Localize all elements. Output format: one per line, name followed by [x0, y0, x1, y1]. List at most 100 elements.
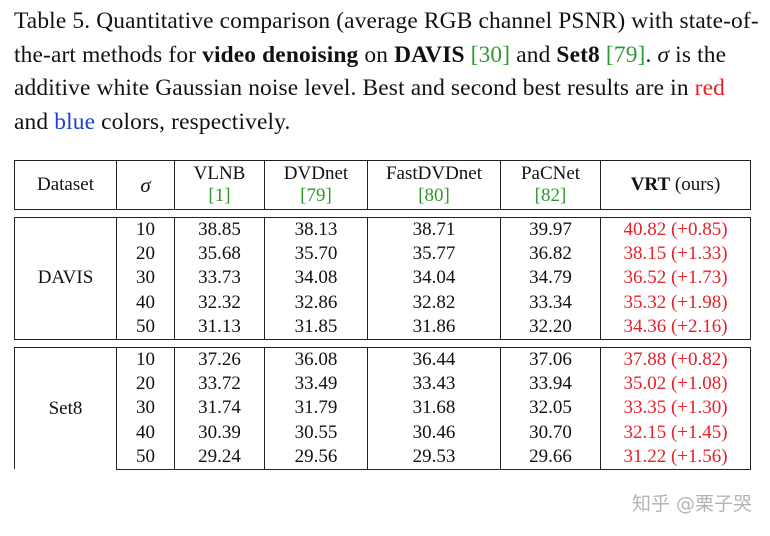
citation-link[interactable]: [79]: [605, 41, 646, 68]
vrt-psnr-cell: 36.52 (+1.73): [600, 266, 751, 291]
psnr-cell: 34.04: [367, 266, 501, 291]
vrt-psnr-cell: 38.15 (+1.33): [600, 242, 751, 267]
watermark: 知乎 @栗子哭: [631, 493, 752, 515]
psnr-cell: 35.77: [367, 242, 501, 267]
psnr-cell: 39.97: [500, 217, 601, 243]
citation-link[interactable]: [82]: [534, 185, 567, 206]
vrt-psnr-cell: 31.22 (+1.56): [600, 444, 751, 470]
table-row: 20 33.72 33.49 33.43 33.94 35.02 (+1.08): [15, 372, 751, 397]
sigma-cell: 20: [116, 242, 175, 267]
psnr-cell: 33.73: [174, 266, 265, 291]
caption-text: and: [510, 41, 557, 68]
header-sigma: σ: [116, 160, 175, 210]
psnr-cell: 32.82: [367, 290, 501, 315]
table-row: 20 35.68 35.70 35.77 36.82 38.15 (+1.33): [15, 242, 751, 267]
psnr-cell: 37.26: [174, 347, 265, 373]
caption-bold-davis: DAVIS: [394, 41, 465, 68]
sigma-cell: 50: [116, 314, 175, 340]
table-row: 30 33.73 34.08 34.04 34.79 36.52 (+1.73): [15, 266, 751, 291]
group-separator: [14, 209, 751, 218]
caption-text: is the additive white Gaussian noise lev…: [14, 41, 727, 102]
psnr-cell: 30.70: [500, 420, 601, 445]
table-row: 30 31.74 31.79 31.68 32.05 33.35 (+1.30): [15, 396, 751, 421]
sigma-cell: 30: [116, 396, 175, 421]
sigma-cell: 40: [116, 420, 175, 445]
table-row: 40 32.32 32.86 32.82 33.34 35.32 (+1.98): [15, 290, 751, 315]
psnr-cell: 31.74: [174, 396, 265, 421]
header-method-pacnet: PaCNet [82]: [500, 160, 601, 210]
psnr-cell: 33.49: [264, 372, 368, 397]
citation-link[interactable]: [1]: [208, 185, 231, 206]
psnr-cell: 33.72: [174, 372, 265, 397]
vrt-psnr-cell: 33.35 (+1.30): [600, 396, 751, 421]
table-row: DAVIS 10 38.85 38.13 38.71 39.97 40.82 (+0.85): [14, 217, 751, 340]
psnr-cell: 31.85: [264, 314, 368, 340]
dataset-cell: Set8: [14, 347, 117, 470]
psnr-cell: 38.85: [174, 217, 265, 243]
caption-bold-set8: Set8: [556, 41, 600, 68]
caption-text: .: [645, 41, 658, 68]
caption-red-word: red: [694, 75, 725, 101]
psnr-cell: 29.56: [264, 444, 368, 470]
psnr-cell: 29.24: [174, 444, 265, 470]
psnr-cell: 38.13: [264, 217, 368, 243]
psnr-cell: 34.08: [264, 266, 368, 291]
psnr-cell: 36.08: [264, 347, 368, 373]
psnr-cell: 35.68: [174, 242, 265, 267]
dataset-cell: DAVIS: [14, 217, 117, 340]
table-row: Set8 10 37.26 36.08 36.44 37.06 37.88 (+0.82): [14, 347, 751, 470]
sigma-cell: 10: [116, 347, 175, 373]
psnr-cell: 38.71: [367, 217, 501, 243]
results-table: Dataset σ VLNB [1] DVDnet [79] FastDVDnet[…: [14, 160, 751, 470]
citation-link[interactable]: [30]: [470, 41, 511, 68]
psnr-cell: 33.43: [367, 372, 501, 397]
vrt-psnr-cell: 35.32 (+1.98): [600, 290, 751, 315]
psnr-cell: 36.82: [500, 242, 601, 267]
psnr-cell: 32.05: [500, 396, 601, 421]
sigma-cell: 50: [116, 444, 175, 470]
table-row: 50 31.13 31.85 31.86 32.20 34.36 (+2.16): [15, 314, 751, 340]
psnr-cell: 36.44: [367, 347, 501, 373]
psnr-cell: 29.66: [500, 444, 601, 470]
psnr-cell: 32.20: [500, 314, 601, 340]
psnr-cell: 29.53: [367, 444, 501, 470]
table-caption: Table 5. Quantitative comparison (averag…: [14, 5, 759, 139]
caption-text: colors, respectively.: [95, 108, 291, 135]
psnr-cell: 32.32: [174, 290, 265, 315]
psnr-cell: 31.68: [367, 396, 501, 421]
caption-blue-word: blue: [54, 108, 96, 135]
vrt-psnr-cell: 40.82 (+0.85): [600, 217, 751, 243]
psnr-cell: 31.79: [264, 396, 368, 421]
psnr-cell: 30.46: [367, 420, 501, 445]
psnr-cell: 30.55: [264, 420, 368, 445]
header-method-dvdnet: DVDnet [79]: [264, 160, 368, 210]
vrt-psnr-cell: 37.88 (+0.82): [600, 347, 751, 373]
sigma-cell: 40: [116, 290, 175, 315]
psnr-cell: 31.86: [367, 314, 501, 340]
header-row: Dataset σ VLNB [1] DVDnet [79] FastDVDnet[…: [14, 160, 751, 210]
header-method-vlnb: VLNB [1]: [174, 160, 265, 210]
citation-link[interactable]: [80]: [418, 185, 450, 206]
caption-text: on: [358, 41, 395, 68]
caption-sigma-symbol: σ: [657, 41, 670, 68]
citation-link[interactable]: [79]: [300, 185, 332, 206]
vrt-psnr-cell: 35.02 (+1.08): [600, 372, 751, 397]
psnr-cell: 34.79: [500, 266, 601, 291]
psnr-cell: 33.94: [500, 372, 601, 397]
header-dataset: Dataset: [14, 160, 117, 210]
header-method-vrt: VRT (ours): [600, 160, 751, 210]
caption-text: Table 5. Quantitative comparison (averag…: [14, 8, 759, 68]
table-row: 40 30.39 30.55 30.46 30.70 32.15 (+1.45): [15, 420, 751, 445]
sigma-cell: 20: [116, 372, 175, 397]
header-method-fastdvdnet: FastDVDnet [80]: [367, 160, 501, 210]
psnr-cell: 33.34: [500, 290, 601, 315]
caption-bold-task: video denoising: [202, 41, 359, 68]
sigma-cell: 30: [116, 266, 175, 291]
vrt-psnr-cell: 34.36 (+2.16): [600, 314, 751, 340]
psnr-cell: 35.70: [264, 242, 368, 267]
vrt-psnr-cell: 32.15 (+1.45): [600, 420, 751, 445]
psnr-cell: 37.06: [500, 347, 601, 373]
group-separator: [14, 338, 751, 348]
sigma-cell: 10: [116, 217, 175, 243]
psnr-cell: 30.39: [174, 420, 265, 445]
